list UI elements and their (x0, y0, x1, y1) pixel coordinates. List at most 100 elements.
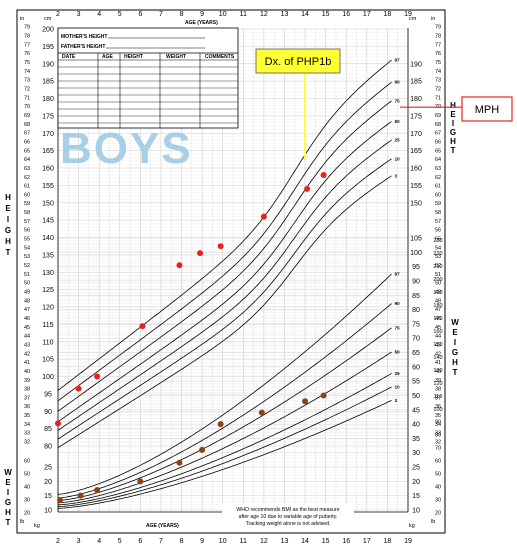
weight-percentile-label: 75 (395, 325, 401, 330)
weight-lb-tick-right: 70 (435, 446, 441, 452)
height-data-point (55, 420, 61, 427)
weight-kg-tick-right: 25 (412, 465, 420, 472)
weight-kg-tick-right: 105 (410, 236, 422, 243)
age-tick-label-bottom: 13 (281, 538, 289, 545)
weight-kg-tick-left: 20 (44, 479, 52, 486)
weight-data-point (258, 409, 265, 416)
height-in-tick-right: 35 (435, 413, 441, 419)
age-tick-label-top: 4 (97, 11, 101, 18)
weight-kg-tick-right: 85 (412, 293, 420, 300)
form-col-date: DATE (62, 54, 76, 60)
age-tick-label-bottom: 9 (200, 538, 204, 545)
weight-side-letter-right: W (451, 318, 459, 327)
height-percentile-curve (57, 121, 392, 423)
height-in-tick-left: 73 (24, 78, 30, 84)
weight-kg-tick-right: 75 (412, 321, 420, 328)
age-tick-label-top: 6 (138, 11, 142, 18)
age-tick-label-bottom: 3 (77, 538, 81, 545)
height-percentile-curve (57, 100, 392, 412)
height-data-point (304, 185, 311, 192)
height-in-tick-left: 53 (24, 254, 30, 260)
height-cm-tick-left: 100 (42, 374, 54, 381)
age-tick-label-bottom: 16 (342, 538, 350, 545)
height-in-tick-left: 34 (24, 422, 30, 428)
height-percentile-label: 25 (395, 138, 401, 143)
callout-text: Dx. of PHP1b (265, 56, 332, 68)
weight-data-point (217, 421, 224, 428)
height-cm-tick-right: 190 (410, 61, 422, 68)
weight-kg-tick-right: 100 (410, 250, 422, 257)
who-note: WHO recommends BMI as the best measure a… (222, 503, 354, 527)
mph-box (461, 96, 513, 122)
height-cm-tick-right: 180 (410, 96, 422, 103)
weight-percentile-label: 90 (395, 301, 401, 306)
weight-percentile-curve (57, 273, 392, 495)
age-title-top: AGE (YEARS) (185, 20, 218, 26)
height-cm-tick-left: 120 (42, 305, 54, 312)
height-in-tick-left: 45 (24, 325, 30, 331)
height-in-tick-right: 60 (435, 192, 441, 198)
weight-data-point (77, 492, 84, 499)
height-data-point (94, 373, 101, 380)
height-in-tick-left: 60 (24, 192, 30, 198)
height-in-tick-left: 66 (24, 139, 30, 145)
age-tick-label-top: 13 (281, 11, 289, 18)
height-in-tick-right: 42 (435, 351, 441, 357)
who-note-line-2: after age 10 due to variable age of pube… (239, 514, 338, 520)
height-in-tick-left: 69 (24, 113, 30, 119)
height-in-tick-left: 44 (24, 334, 30, 340)
weight-data-point (176, 459, 183, 466)
weight-lb-tick-right: 120 (433, 381, 442, 387)
age-tick-label-bottom: 15 (322, 538, 330, 545)
weight-kg-tick-right: 50 (412, 393, 420, 400)
age-tick-label-top: 19 (404, 11, 412, 18)
weight-lb-tick-right: 40 (435, 485, 441, 491)
height-in-tick-right: 59 (435, 201, 441, 207)
weight-lb-tick-right: 90 (435, 420, 441, 426)
height-percentile-label: 10 (395, 156, 401, 161)
height-in-tick-left: 37 (24, 395, 30, 401)
height-cm-tick-left: 170 (42, 131, 54, 138)
weight-percentile-curve (58, 373, 392, 506)
height-in-tick-left: 42 (24, 351, 30, 357)
mph-text: MPH (475, 104, 500, 116)
height-in-tick-right: 47 (435, 307, 441, 313)
height-cm-tick-left: 125 (42, 287, 54, 294)
unit-in-top-right: in (431, 16, 435, 22)
height-side-letter-right: H (450, 101, 456, 110)
height-in-tick-right: 46 (435, 316, 441, 322)
weight-kg-tick-right: 65 (412, 350, 420, 357)
height-side-letter-left: H (5, 193, 11, 202)
height-in-tick-right: 76 (435, 51, 441, 57)
age-tick-label-top: 14 (301, 11, 309, 18)
weight-data-point (199, 446, 206, 453)
weight-percentile-curve (57, 400, 392, 509)
height-in-tick-left: 50 (24, 281, 30, 287)
height-data-point (260, 213, 267, 220)
height-in-tick-left: 49 (24, 290, 30, 296)
height-in-tick-right: 65 (435, 148, 441, 154)
height-percentile-curve (57, 81, 392, 402)
unit-lb-bottom-left: lb (20, 519, 24, 525)
weight-kg-tick-right: 40 (412, 422, 420, 429)
height-in-tick-left: 74 (24, 69, 30, 75)
callout-box (255, 48, 341, 74)
height-cm-tick-left: 85 (44, 426, 52, 433)
unit-cm-top-right: cm (409, 16, 417, 22)
weight-percentile-label: 50 (395, 349, 401, 354)
height-data-point (139, 323, 146, 330)
age-tick-label-top: 15 (322, 11, 330, 18)
age-tick-label-top: 7 (159, 11, 163, 18)
age-tick-label-bottom: 8 (180, 538, 184, 545)
record-form: MOTHER'S HEIGHT FATHER'S HEIGHT DATE AGE… (57, 27, 239, 129)
mothers-height-label: MOTHER'S HEIGHT (61, 34, 107, 40)
height-in-tick-right: 38 (435, 387, 441, 393)
height-cm-tick-left: 140 (42, 235, 54, 242)
weight-side-letter-left: H (5, 508, 11, 517)
age-tick-label-bottom: 12 (260, 538, 268, 545)
height-cm-tick-right: 170 (410, 131, 422, 138)
weight-percentile-curve (57, 386, 392, 507)
weight-percentile-curve (57, 303, 392, 499)
height-in-tick-right: 37 (435, 395, 441, 401)
